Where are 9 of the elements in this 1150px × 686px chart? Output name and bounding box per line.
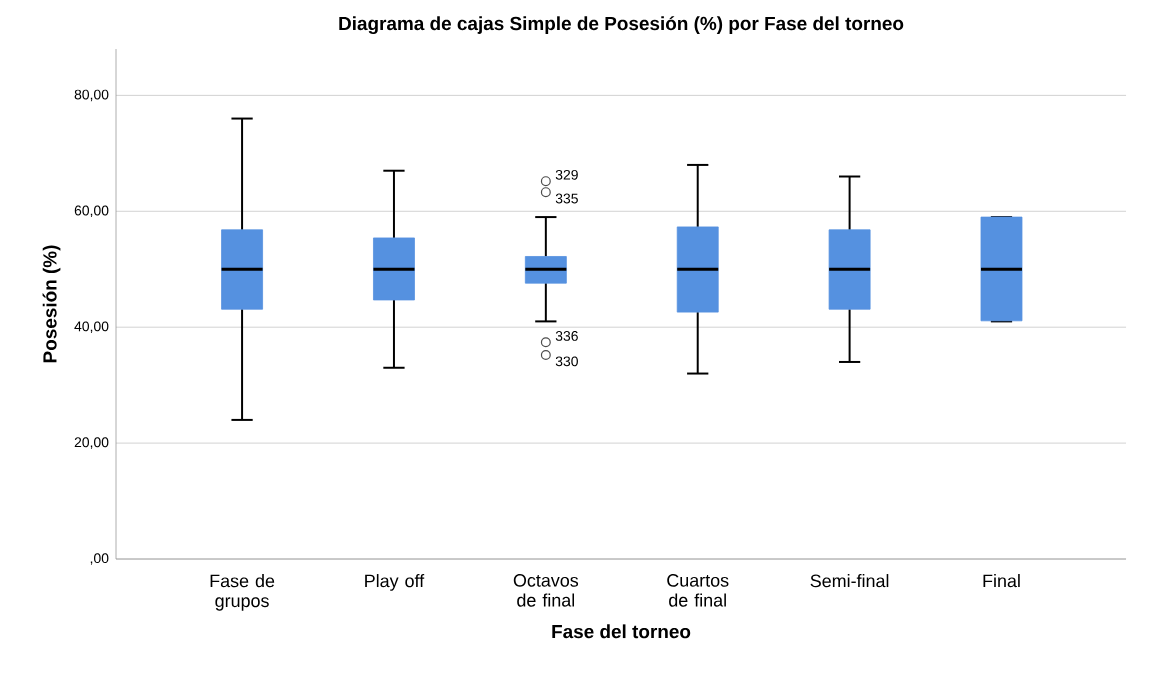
x-tick-label: Play off	[365, 574, 425, 591]
x-tick-label: Cuartos de final	[667, 574, 729, 607]
chart-title: Diagrama de cajas Simple de Posesión (%) por Fase del torneo	[339, 16, 904, 35]
x-axis-title: Fase del torneo	[552, 624, 691, 639]
x-tick-label: Octavos de final	[513, 574, 579, 607]
x-tick-label: Final	[983, 574, 1020, 588]
y-axis-title: Posesión (%)	[42, 245, 61, 363]
x-tick-label: Semi-final	[810, 574, 889, 588]
x-tick-label: Fase de grupos	[210, 574, 275, 611]
